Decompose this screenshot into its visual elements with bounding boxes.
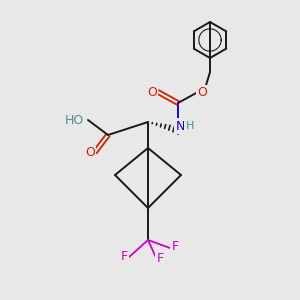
Text: N: N (175, 119, 185, 133)
Text: HO: HO (64, 113, 84, 127)
Text: H: H (186, 121, 194, 131)
Text: O: O (197, 86, 207, 100)
Text: O: O (85, 146, 95, 158)
Text: O: O (147, 85, 157, 98)
Text: F: F (156, 253, 164, 266)
Text: F: F (171, 241, 178, 254)
Text: F: F (120, 250, 128, 262)
